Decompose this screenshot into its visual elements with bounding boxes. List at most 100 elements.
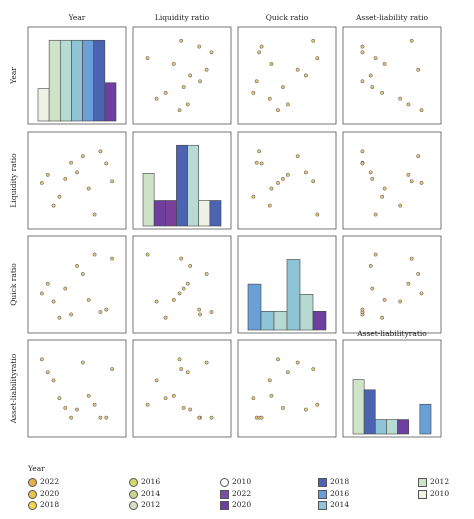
point-3-1-10 — [209, 415, 214, 420]
point-2-3-8 — [382, 297, 387, 302]
row-label-2: Quick ratio — [9, 263, 18, 306]
diag-label-3: Asset-liabilityratio — [356, 329, 427, 338]
point-1-2-10 — [257, 149, 262, 154]
point-0-3-1 — [406, 102, 411, 107]
point-2-3-7 — [416, 272, 421, 276]
point-1-0-0 — [39, 180, 44, 185]
point-0-2-9 — [315, 56, 320, 61]
point-0-2-12 — [311, 38, 316, 43]
point-1-3-7 — [416, 154, 421, 159]
point-2-3-2 — [398, 299, 403, 304]
point-3-0-7 — [80, 360, 85, 365]
point-2-0-7 — [80, 272, 85, 276]
point-3-0-5 — [69, 415, 74, 420]
point-1-0-6 — [75, 170, 79, 175]
point-3-0-12 — [110, 367, 115, 372]
legend-item-sq-2018: 2018 — [318, 477, 349, 487]
point-2-1-8 — [171, 297, 176, 302]
hist-bar-0-1 — [48, 39, 61, 122]
point-0-1-1 — [185, 102, 190, 107]
legend-item-dot-2014: 2014 — [129, 489, 161, 499]
point-2-0-11 — [104, 307, 109, 312]
legend-label: 2016 — [141, 477, 161, 486]
point-1-0-4 — [63, 176, 68, 181]
legend-swatch — [418, 490, 427, 499]
legend-swatch — [220, 501, 229, 510]
point-3-1-2 — [154, 378, 159, 383]
legend-item-dot-2012: 2012 — [129, 500, 161, 510]
point-2-0-4 — [63, 286, 68, 291]
point-0-3-11 — [360, 44, 365, 49]
legend-item-dot-2016: 2016 — [129, 477, 161, 487]
point-2-0-0 — [39, 291, 44, 296]
point-2-3-4 — [370, 286, 375, 291]
point-0-3-0 — [419, 108, 424, 113]
point-1-0-9 — [92, 212, 97, 217]
point-1-2-12 — [311, 179, 316, 184]
point-3-0-6 — [75, 407, 79, 412]
panel-1-0 — [27, 131, 127, 230]
legend-swatch — [28, 490, 37, 499]
legend-label: 2012 — [141, 500, 161, 509]
point-2-1-7 — [204, 272, 209, 276]
col-label-0: Year — [68, 13, 86, 22]
point-1-2-2 — [267, 203, 272, 208]
legend-label: 2012 — [430, 477, 450, 486]
point-0-2-1 — [285, 102, 290, 107]
point-2-0-12 — [110, 256, 115, 261]
point-0-2-6 — [303, 73, 308, 78]
point-3-1-6 — [188, 407, 193, 412]
hist-bar-2-4 — [299, 293, 314, 331]
point-1-2-0 — [276, 180, 280, 185]
point-1-3-6 — [368, 170, 373, 175]
legend-label: 2016 — [330, 489, 350, 498]
panel-0-3 — [342, 26, 442, 125]
hist-bar-3-4 — [397, 419, 410, 435]
point-0-2-5 — [254, 79, 259, 84]
point-3-1-7 — [204, 360, 209, 365]
legend-label: 2022 — [232, 489, 252, 498]
point-0-1-9 — [145, 56, 150, 61]
point-0-3-2 — [398, 96, 403, 101]
point-0-3-7 — [416, 67, 421, 72]
point-2-0-3 — [57, 315, 62, 320]
panel-3-2 — [237, 339, 337, 438]
point-2-0-2 — [51, 299, 56, 304]
hist-bar-3-1 — [363, 389, 376, 435]
point-0-3-10 — [360, 50, 365, 55]
point-1-2-3 — [251, 194, 256, 199]
legend-item-sq-2020: 2020 — [220, 500, 251, 510]
point-1-3-4 — [370, 176, 375, 181]
point-2-0-6 — [75, 263, 79, 268]
point-0-1-6 — [188, 73, 193, 78]
panel-1-2 — [237, 131, 337, 230]
hist-bar-1-6 — [209, 200, 222, 227]
point-1-3-11 — [360, 161, 365, 166]
point-1-2-1 — [285, 172, 290, 177]
legend-label: 2022 — [40, 477, 60, 486]
point-1-3-3 — [380, 194, 385, 199]
point-3-2-9 — [315, 402, 320, 407]
point-3-0-3 — [57, 396, 62, 401]
point-1-0-11 — [104, 161, 109, 166]
hist-bar-0-4 — [82, 39, 95, 122]
point-1-3-2 — [398, 203, 403, 208]
point-3-2-8 — [269, 393, 274, 398]
legend-swatch — [418, 478, 427, 487]
legend-item-dot-2010: 2010 — [220, 477, 251, 487]
hist-bar-3-2 — [374, 419, 387, 435]
point-3-1-11 — [197, 415, 202, 420]
row-label-0: Year — [9, 67, 18, 85]
panel-3-1 — [132, 339, 232, 438]
point-3-1-12 — [179, 367, 184, 372]
legend-label: 2014 — [141, 489, 161, 498]
point-1-3-12 — [409, 179, 414, 184]
point-0-1-5 — [198, 79, 202, 84]
panel-0-2 — [237, 26, 337, 125]
point-0-1-12 — [179, 38, 184, 43]
point-0-1-2 — [154, 96, 159, 101]
point-0-3-4 — [370, 85, 375, 90]
point-2-1-10 — [209, 310, 214, 314]
point-0-2-8 — [269, 61, 274, 66]
point-2-0-9 — [92, 252, 97, 257]
